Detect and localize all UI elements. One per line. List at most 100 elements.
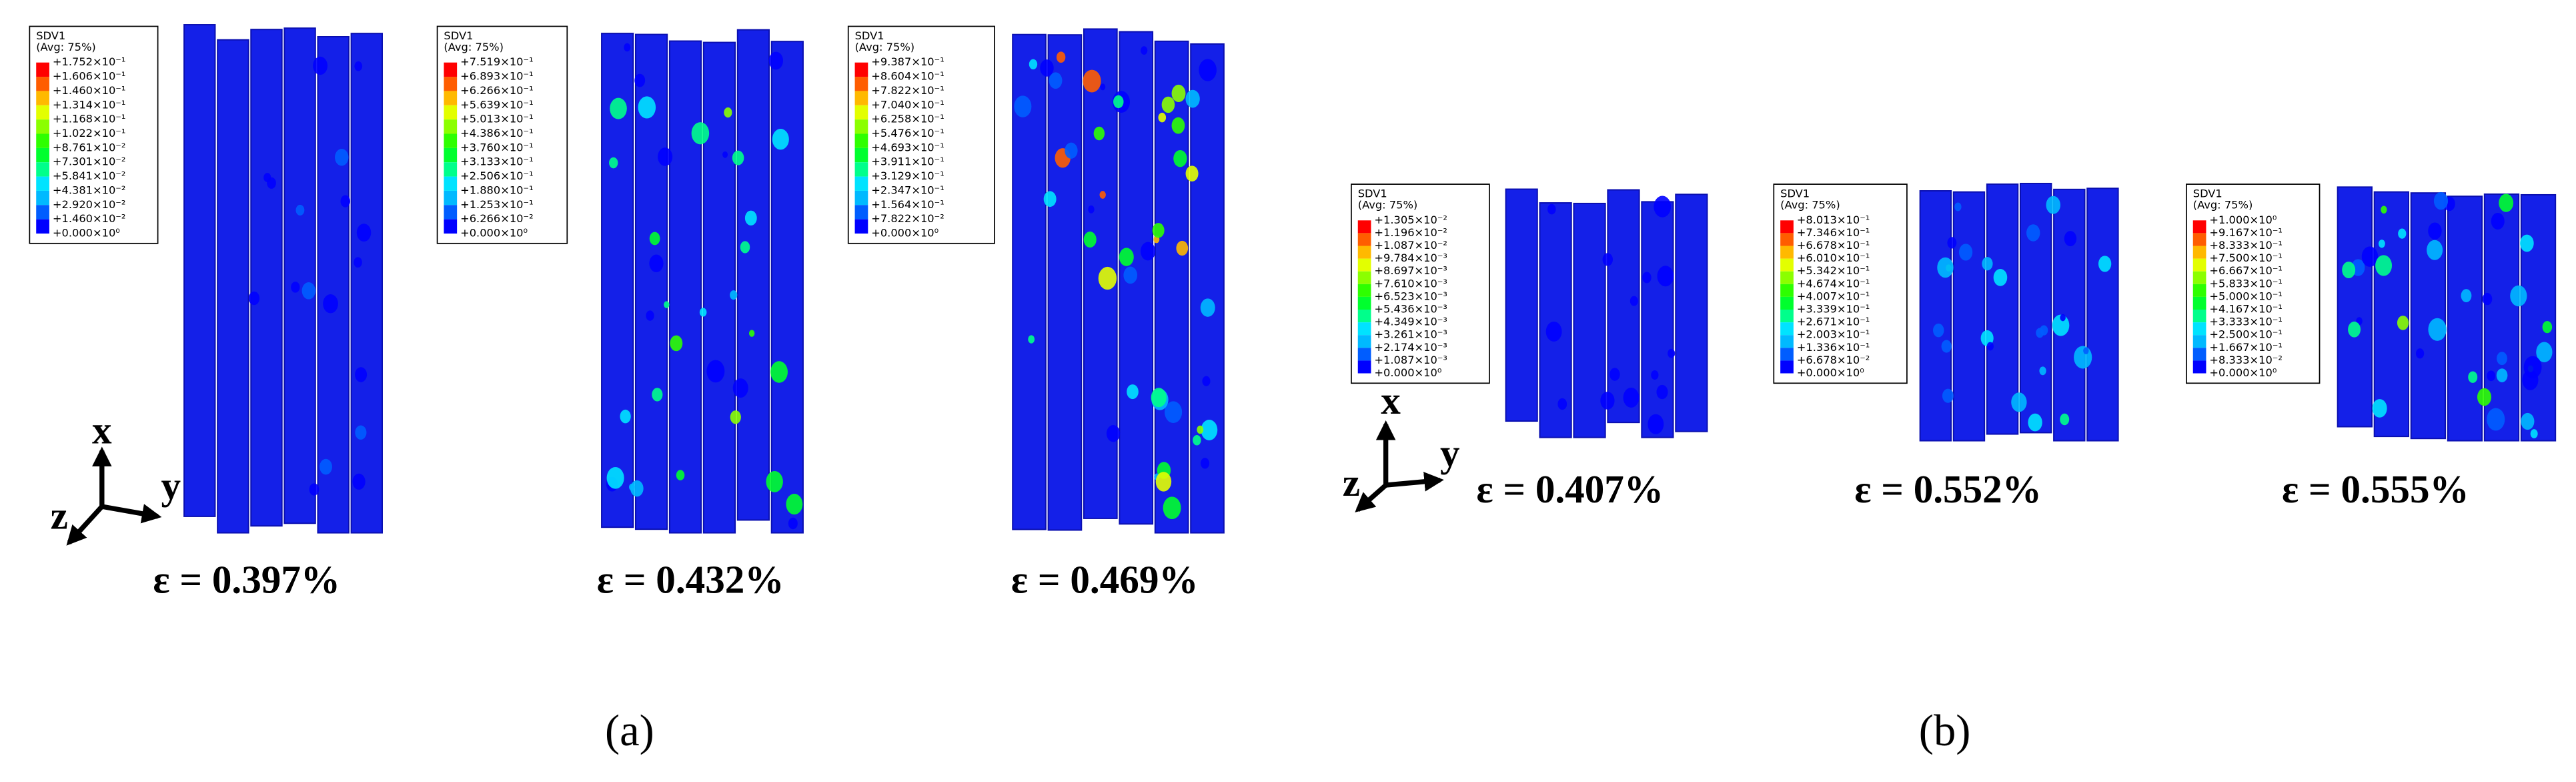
triad-label: x	[1381, 378, 1401, 422]
damage-spot	[1028, 335, 1035, 344]
damage-spot	[1545, 322, 1562, 342]
specimen-column	[1641, 201, 1674, 438]
damage-spot	[2468, 371, 2478, 383]
legend-swatch	[1357, 348, 1371, 361]
legend-value: +7.040×10⁻¹	[871, 98, 944, 111]
legend-value: +1.000×10⁰	[2209, 214, 2277, 226]
legend-note: (Avg: 75%)	[1358, 199, 1418, 212]
specimen-column	[1986, 183, 2019, 435]
legend-swatch	[444, 119, 458, 134]
legend-value: +5.000×10⁻¹	[2209, 290, 2283, 302]
damage-spot	[1602, 253, 1614, 266]
legend-value: +6.678×10⁻¹	[1797, 239, 1870, 252]
damage-spot	[2520, 234, 2534, 252]
legend-swatch	[1357, 258, 1371, 272]
legend-value: +8.013×10⁻¹	[1797, 214, 1870, 226]
legend-swatch	[854, 105, 868, 120]
damage-spot	[788, 517, 798, 530]
legend-value: +5.013×10⁻¹	[460, 113, 534, 125]
legend-swatch	[444, 205, 458, 220]
specimen-column	[668, 40, 702, 534]
legend-title: SDV1	[1780, 187, 1810, 200]
damage-spot	[2361, 246, 2379, 267]
legend-value: +1.606×10⁻¹	[53, 70, 126, 83]
legend-value: +5.639×10⁻¹	[460, 98, 534, 111]
damage-spot	[658, 147, 673, 166]
damage-spot	[634, 73, 646, 87]
damage-spot	[676, 470, 685, 480]
legend-value: +0.000×10⁰	[1374, 366, 1441, 379]
damage-spot	[1654, 196, 1672, 218]
legend-value: +2.174×10⁻³	[1374, 341, 1447, 354]
legend-value: +1.460×10⁻²	[53, 212, 126, 225]
damage-spot	[2477, 388, 2492, 406]
legend-value: +9.784×10⁻³	[1374, 252, 1447, 264]
damage-spot	[354, 257, 362, 268]
legend-value: +1.667×10⁻¹	[2209, 341, 2283, 354]
legend-value: +7.519×10⁻¹	[460, 55, 534, 68]
specimen	[1919, 182, 2119, 442]
damage-spot	[748, 330, 755, 337]
legend-swatch	[2192, 258, 2206, 272]
legend-swatch	[36, 190, 49, 206]
axis-triad: x y z	[51, 408, 181, 546]
specimen-column	[1012, 33, 1047, 530]
damage-spot	[1099, 191, 1106, 199]
damage-spot	[1049, 72, 1063, 89]
damage-spot	[340, 195, 351, 208]
specimen-column	[183, 24, 216, 517]
damage-spot	[2461, 289, 2472, 302]
legend-swatch	[444, 91, 458, 105]
specimen	[601, 29, 804, 534]
legend-swatch	[2192, 322, 2206, 336]
damage-spot	[1083, 232, 1097, 248]
specimen-column	[350, 33, 384, 534]
specimen-column	[217, 39, 249, 534]
damage-spot	[1163, 496, 1181, 520]
legend-value: +0.000×10⁰	[53, 227, 120, 240]
damage-spot	[354, 61, 363, 71]
damage-spot	[2378, 240, 2385, 248]
legend-swatch	[854, 219, 868, 234]
damage-spot	[2487, 408, 2505, 431]
legend-swatch	[1780, 348, 1794, 361]
legend-swatch	[36, 162, 49, 177]
damage-spot	[1982, 257, 1993, 271]
legend-swatch	[36, 119, 49, 134]
damage-spot	[2530, 429, 2538, 438]
legend-value: +7.822×10⁻¹	[871, 84, 944, 97]
damage-spot	[2040, 325, 2048, 336]
damage-spot	[2536, 342, 2553, 362]
damage-spot	[1065, 142, 1078, 159]
legend-swatch	[1780, 310, 1794, 323]
legend-swatch	[854, 205, 868, 220]
legend-swatch	[444, 162, 458, 177]
specimen-column	[317, 36, 350, 534]
legend-value: +7.301×10⁻²	[53, 155, 126, 168]
damage-spot	[1151, 388, 1167, 408]
legend-swatch	[36, 219, 49, 234]
legend-note: (Avg: 75%)	[1780, 199, 1840, 212]
damage-spot	[1609, 368, 1620, 381]
damage-spot	[1106, 425, 1121, 442]
damage-spot	[2375, 255, 2393, 276]
legend-note: (Avg: 75%)	[36, 41, 96, 53]
damage-spot	[766, 470, 783, 492]
damage-spot	[2060, 314, 2066, 322]
specimen-column	[2053, 188, 2086, 442]
damage-spot	[1171, 117, 1185, 134]
damage-spot	[1600, 392, 1615, 410]
damage-spot	[1993, 268, 2008, 286]
damage-spot	[2342, 262, 2356, 279]
legend-swatch	[1780, 296, 1794, 310]
legend-value: +0.000×10⁰	[2209, 366, 2277, 379]
legend-value: +4.007×10⁻¹	[1797, 290, 1870, 302]
legend-value: +7.500×10⁻¹	[2209, 252, 2283, 264]
specimen-column	[2483, 193, 2520, 442]
damage-spot	[309, 483, 319, 496]
damage-spot	[1176, 240, 1189, 256]
specimen-column	[2520, 193, 2557, 442]
legend-title: SDV1	[36, 29, 65, 42]
legend-swatch	[854, 162, 868, 177]
panel: SDV1(Avg: 75%)+9.387×10⁻¹+8.604×10⁻¹+7.8…	[847, 25, 1225, 602]
